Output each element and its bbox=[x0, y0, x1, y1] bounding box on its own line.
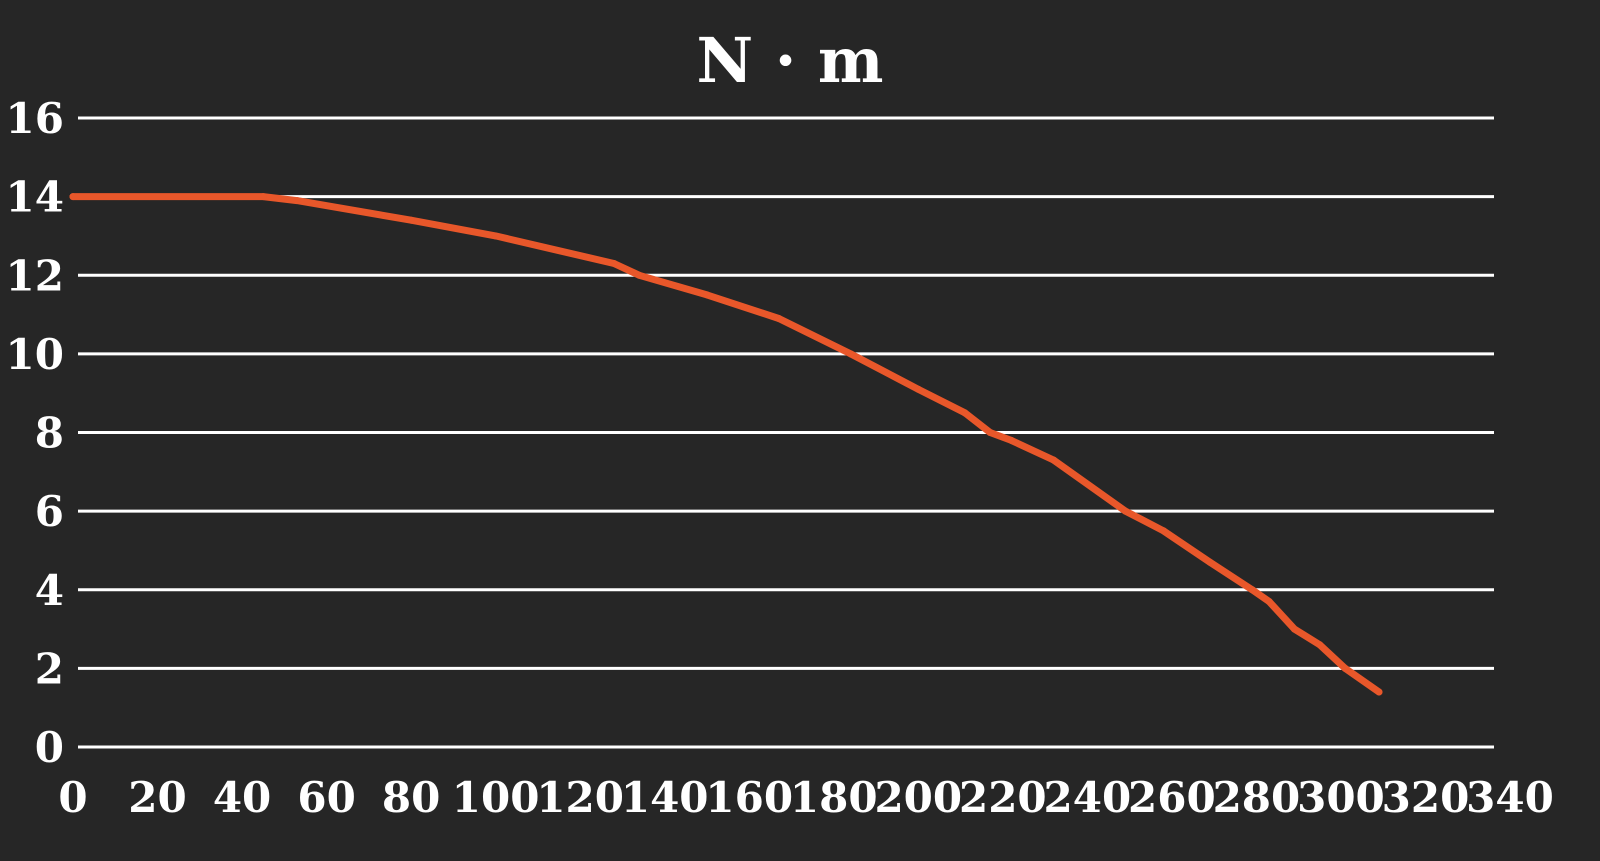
y-tick-label: 0 bbox=[35, 723, 64, 772]
x-tick-label: 60 bbox=[297, 773, 355, 822]
data-point bbox=[69, 193, 77, 201]
x-tick-label: 80 bbox=[382, 773, 440, 822]
y-tick-label: 2 bbox=[35, 644, 64, 693]
x-tick-label: 180 bbox=[790, 773, 878, 822]
x-tick-label: 160 bbox=[705, 773, 793, 822]
data-point bbox=[847, 350, 855, 358]
data-point bbox=[1206, 558, 1214, 566]
data-point bbox=[961, 409, 969, 417]
data-point bbox=[1159, 527, 1167, 535]
data-point bbox=[1341, 664, 1349, 672]
series-line bbox=[69, 193, 1383, 696]
x-tick-label: 100 bbox=[452, 773, 540, 822]
y-tick-label: 10 bbox=[6, 330, 64, 379]
data-point bbox=[914, 385, 922, 393]
x-tick-label: 300 bbox=[1297, 773, 1385, 822]
x-tick-label: 40 bbox=[213, 773, 271, 822]
x-tick-label: 220 bbox=[959, 773, 1047, 822]
y-tick-label: 14 bbox=[6, 173, 64, 222]
x-tick-label: 340 bbox=[1466, 773, 1554, 822]
x-tick-label: 320 bbox=[1382, 773, 1470, 822]
x-tick-label: 20 bbox=[128, 773, 186, 822]
data-point bbox=[610, 259, 618, 267]
data-point bbox=[1050, 456, 1058, 464]
data-point bbox=[986, 429, 994, 436]
data-point bbox=[1007, 436, 1015, 444]
data-point bbox=[1290, 625, 1298, 633]
y-tick-label: 12 bbox=[6, 251, 64, 300]
data-point bbox=[703, 291, 711, 299]
data-point bbox=[407, 216, 415, 224]
y-tick-label: 16 bbox=[6, 94, 64, 143]
data-point bbox=[1316, 641, 1324, 649]
data-point bbox=[1265, 598, 1273, 606]
chart-title: N · m bbox=[696, 24, 883, 97]
x-tick-label: 120 bbox=[536, 773, 624, 822]
x-tick-label: 0 bbox=[58, 773, 87, 822]
data-point bbox=[1375, 688, 1383, 696]
y-tick-label: 6 bbox=[35, 487, 64, 536]
data-point bbox=[775, 314, 783, 322]
y-tick-label: 4 bbox=[35, 566, 64, 615]
data-point bbox=[259, 193, 267, 201]
x-tick-label: 240 bbox=[1044, 773, 1132, 822]
data-point bbox=[293, 197, 301, 205]
x-tick-label: 140 bbox=[621, 773, 709, 822]
data-point bbox=[492, 232, 500, 240]
data-point bbox=[1121, 507, 1129, 515]
data-point bbox=[635, 271, 643, 279]
y-tick-label: 8 bbox=[35, 409, 64, 458]
x-tick-label: 200 bbox=[874, 773, 962, 822]
data-point bbox=[1248, 586, 1256, 594]
x-tick-label: 260 bbox=[1128, 773, 1216, 822]
x-tick-label: 280 bbox=[1213, 773, 1301, 822]
